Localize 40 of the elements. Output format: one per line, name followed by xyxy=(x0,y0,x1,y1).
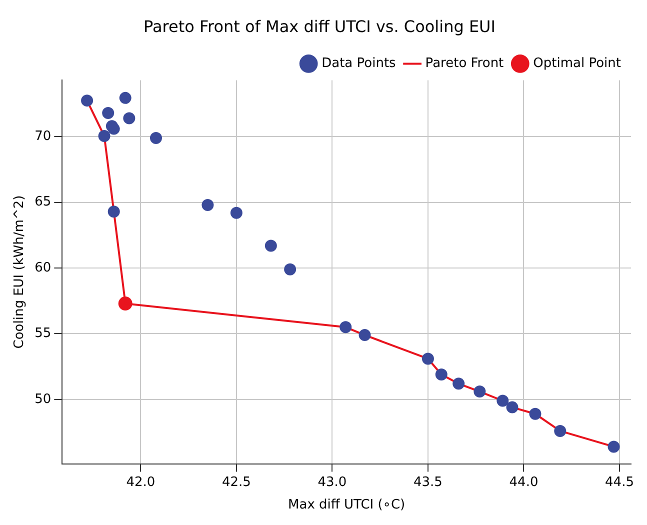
legend-label: Optimal Point xyxy=(533,56,622,72)
point xyxy=(123,112,136,124)
chart-title: Pareto Front of Max diff UTCI vs. Cooling EUI xyxy=(144,16,496,36)
point xyxy=(150,132,162,144)
y-tick-label: 60 xyxy=(34,260,52,276)
point xyxy=(496,394,509,407)
legend-label: Pareto Front xyxy=(425,56,504,72)
point xyxy=(608,440,620,453)
point xyxy=(81,94,94,107)
point xyxy=(264,240,277,252)
x-tick-label: 42.5 xyxy=(222,474,251,490)
point xyxy=(474,386,486,398)
point xyxy=(506,401,518,414)
point xyxy=(340,321,352,334)
point xyxy=(358,329,371,342)
y-tick-label: 70 xyxy=(34,129,52,144)
point xyxy=(98,130,110,142)
x-tick-label: 44.5 xyxy=(605,474,634,490)
y-tick-label: 50 xyxy=(34,392,52,407)
point xyxy=(202,199,214,211)
x-axis-title: Max diff UTCI (∘C) xyxy=(288,498,406,513)
point xyxy=(284,263,296,276)
point xyxy=(119,92,132,104)
legend-label: Data Points xyxy=(322,56,396,72)
point xyxy=(452,378,465,390)
point xyxy=(554,424,566,437)
y-tick-label: 55 xyxy=(34,326,52,342)
point xyxy=(230,206,242,219)
x-tick-label: 43.5 xyxy=(413,474,442,490)
x-tick-label: 43.0 xyxy=(318,474,347,490)
point xyxy=(102,107,114,120)
y-axis-title: Cooling EUI (kWh/m^2) xyxy=(12,195,28,349)
y-tick-label: 65 xyxy=(34,194,52,210)
point xyxy=(435,368,448,380)
x-tick-label: 44.0 xyxy=(509,474,538,490)
x-tick-label: 42.0 xyxy=(126,474,156,490)
point xyxy=(529,408,542,420)
point xyxy=(108,206,120,218)
point xyxy=(108,122,120,135)
point xyxy=(422,352,434,365)
